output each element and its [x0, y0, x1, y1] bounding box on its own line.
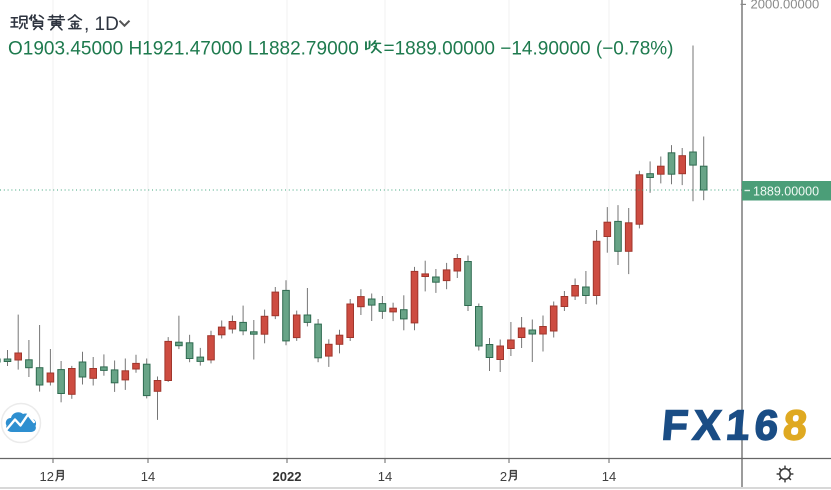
svg-text:14: 14 [378, 469, 392, 484]
svg-text:=1889.00000 −14.90000 (−0.78%: =1889.00000 −14.90000 (−0.78%) [384, 38, 674, 59]
svg-text:14: 14 [602, 469, 616, 484]
svg-text:1889.00000: 1889.00000 [753, 184, 819, 198]
svg-text:2000.00000: 2000.00000 [751, 0, 820, 12]
svg-text:O1903.45000 H1921.47000 L1882.: O1903.45000 H1921.47000 L1882.79000 [8, 38, 359, 59]
svg-text:FX168: FX168 [660, 402, 814, 449]
svg-text:2: 2 [500, 469, 507, 484]
svg-text:12: 12 [40, 469, 54, 484]
svg-text:, 1D: , 1D [84, 14, 119, 35]
svg-text:2022: 2022 [273, 469, 302, 484]
svg-text:14: 14 [141, 469, 155, 484]
